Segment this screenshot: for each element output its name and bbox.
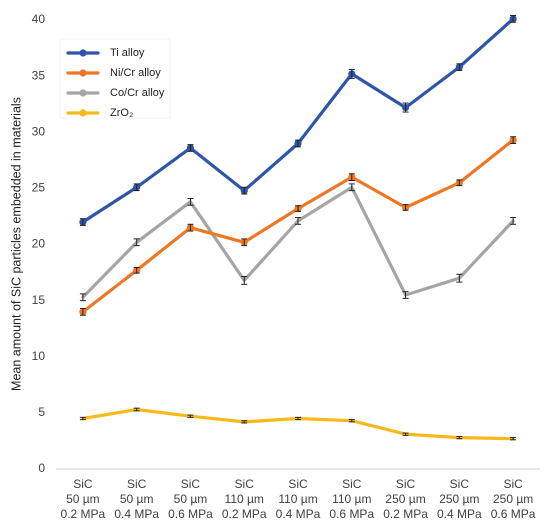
x-tick-label: SiC 110 µm 0.2 MPa (222, 477, 267, 521)
x-tick-label: SiC 250 µm 0.2 MPa (383, 477, 428, 521)
x-tick-label: SiC 250 µm 0.6 MPa (491, 477, 536, 521)
x-tick-label-line: SiC (181, 477, 201, 491)
x-tick-label-line: 250 µm (385, 492, 425, 506)
x-tick-label-line: SiC (396, 477, 416, 491)
legend-swatch-marker (79, 69, 87, 77)
x-tick-label-line: 0.6 MPa (491, 507, 536, 521)
legend-swatch-marker (79, 109, 87, 117)
x-tick-label-line: 0.6 MPa (168, 507, 213, 521)
legend-label: Co/Cr alloy (110, 87, 165, 99)
y-tick-label: 35 (32, 68, 46, 82)
series-ti-alloy (79, 15, 517, 226)
x-tick-label-line: 0.4 MPa (437, 507, 482, 521)
x-tick-label-line: 110 µm (225, 492, 264, 506)
x-tick-label-line: SiC (235, 477, 255, 491)
y-tick-label: 15 (32, 293, 46, 307)
legend-swatch-marker (79, 49, 87, 57)
x-tick-label-line: SiC (503, 477, 523, 491)
x-tick-label: SiC 50 µm 0.4 MPa (114, 477, 159, 521)
x-tick-label: SiC 50 µm 0.6 MPa (168, 477, 213, 521)
x-tick-label-line: 250 µm (439, 492, 479, 506)
x-tick-label-line: 250 µm (493, 492, 533, 506)
x-tick-label: SiC 110 µm 0.6 MPa (329, 477, 374, 521)
x-tick-label-line: SiC (342, 477, 362, 491)
x-tick-label-line: SiC (127, 477, 147, 491)
legend-label: ZrO₂ (110, 107, 133, 119)
y-tick-label: 0 (38, 461, 45, 475)
legend-label: Ni/Cr alloy (110, 67, 161, 79)
series-co-cr-alloy (79, 183, 517, 302)
y-tick-label: 40 (32, 12, 46, 26)
legend-swatch-marker (79, 89, 87, 97)
x-tick-label: SiC 250 µm 0.4 MPa (437, 477, 482, 521)
legend-label: Ti alloy (110, 47, 145, 59)
y-axis-label: Mean amount of SiC particles embedded in… (9, 97, 23, 391)
series-zro- (79, 407, 517, 441)
x-tick-label-line: 0.2 MPa (222, 507, 267, 521)
x-tick-label-line: 50 µm (120, 492, 154, 506)
x-tick-label-line: SiC (450, 477, 470, 491)
x-tick-label-line: 0.6 MPa (329, 507, 374, 521)
y-tick-label: 30 (32, 124, 46, 138)
x-tick-label-line: 50 µm (174, 492, 208, 506)
y-tick-label: 20 (32, 237, 46, 251)
x-tick-label-line: 50 µm (66, 492, 100, 506)
x-tick-label: SiC 110 µm 0.4 MPa (276, 477, 321, 521)
x-tick-label-line: 0.4 MPa (276, 507, 321, 521)
series-layer (79, 15, 517, 441)
x-tick-label-line: 0.4 MPa (114, 507, 159, 521)
series-ni-cr-alloy (79, 136, 517, 316)
y-tick-label: 10 (32, 349, 46, 363)
legend: Ti alloy Ni/Cr alloy Co/Cr alloy ZrO₂ (59, 38, 171, 119)
x-tick-label-line: 110 µm (332, 492, 371, 506)
x-tick-label-line: SiC (73, 477, 93, 491)
y-tick-label: 25 (32, 181, 46, 195)
x-tick-label: SiC 50 µm 0.2 MPa (61, 477, 106, 521)
x-tick-label-line: SiC (288, 477, 308, 491)
x-tick-label-line: 0.2 MPa (383, 507, 428, 521)
x-tick-label-line: 110 µm (278, 492, 317, 506)
y-tick-label: 5 (38, 405, 45, 419)
x-tick-label-line: 0.2 MPa (61, 507, 106, 521)
